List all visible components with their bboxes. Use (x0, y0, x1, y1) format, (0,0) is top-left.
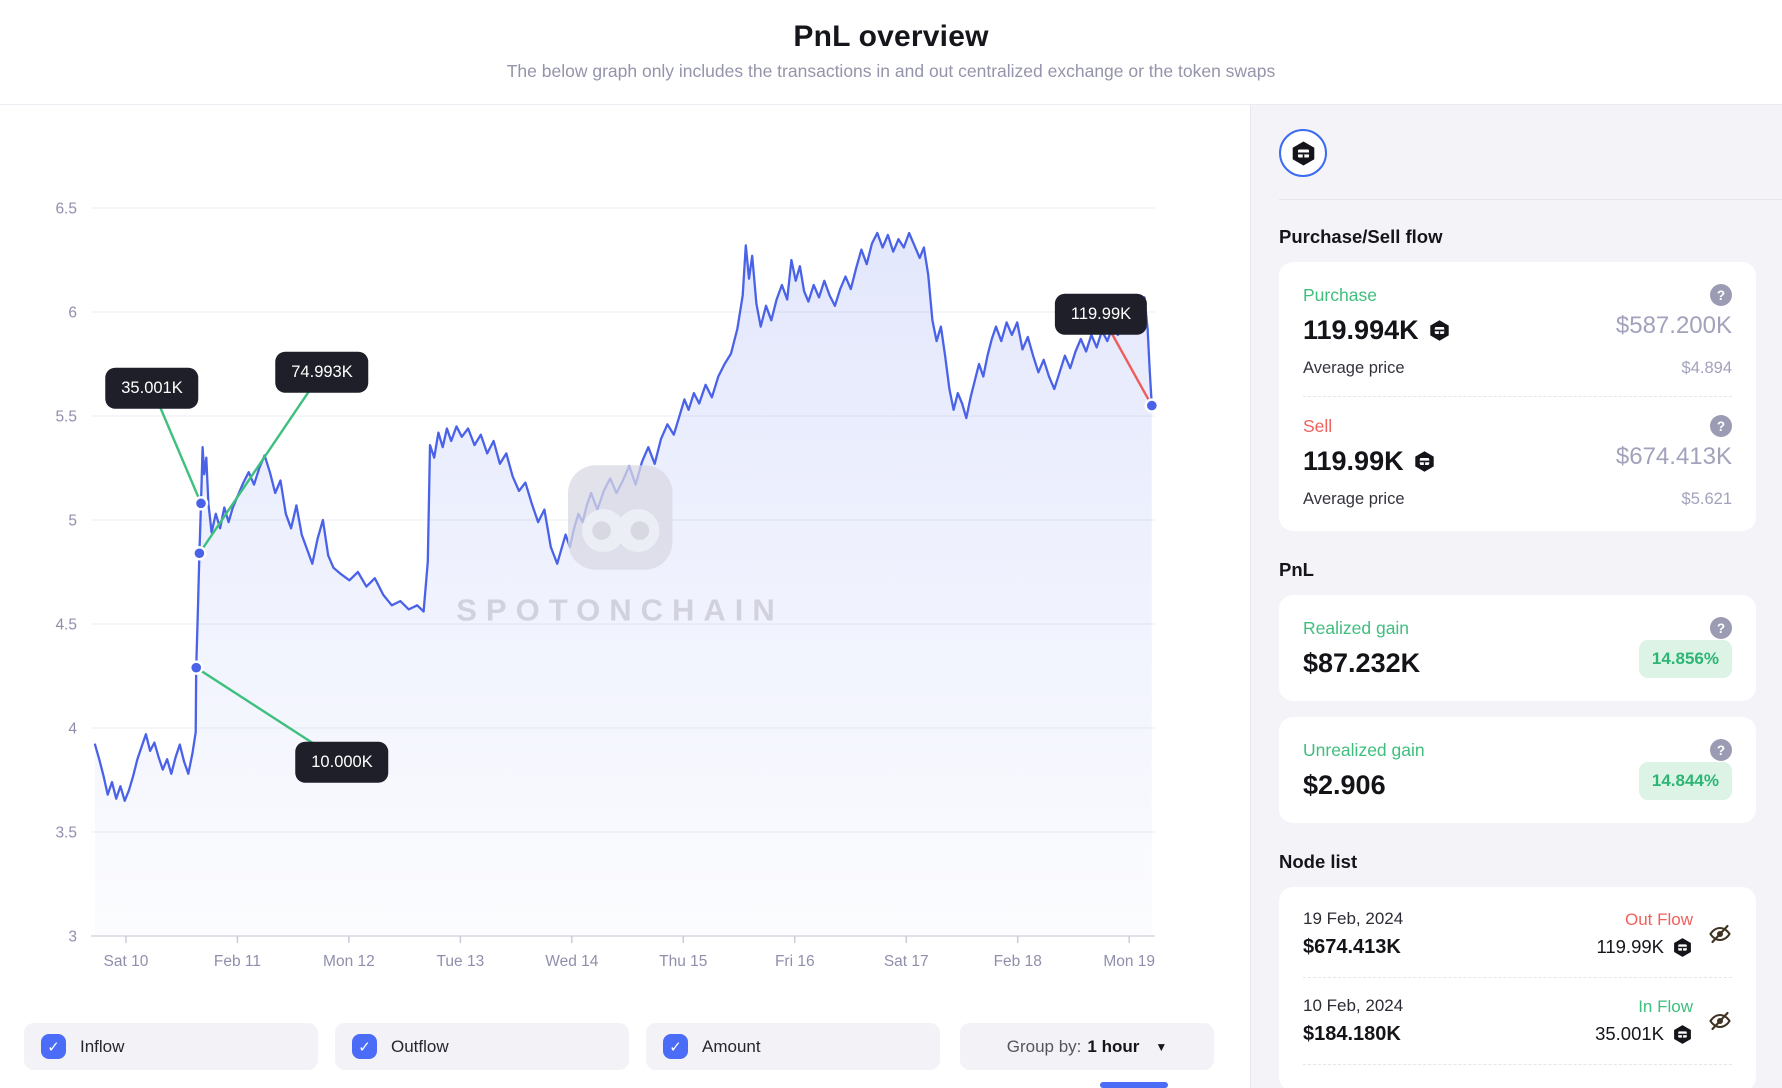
svg-text:4: 4 (68, 721, 77, 738)
purchase-sell-card: Purchase ? 119.994K $587.200K Average pr… (1279, 262, 1756, 531)
chart-panel: 6.5 6 5.5 5 4.5 4 3.5 3 Sat 10 Feb 11 Mon 12 Tue 13… (0, 105, 1250, 1088)
chevron-down-icon: ▼ (1155, 1039, 1168, 1054)
horizontal-scrollbar-thumb[interactable] (1100, 1082, 1168, 1088)
node-list-row[interactable]: 19 Feb, 2024 $674.413K Out Flow 119.99K (1303, 909, 1732, 959)
page-header: PnL overview The below graph only includ… (0, 0, 1782, 105)
help-icon[interactable]: ? (1710, 617, 1732, 639)
sell-label: Sell (1303, 415, 1333, 436)
token-hexagon-icon (1414, 451, 1434, 472)
purchase-avg-price-value: $4.894 (1681, 359, 1732, 377)
svg-text:Sat 17: Sat 17 (884, 953, 929, 970)
pnl-heading: PnL (1279, 559, 1314, 580)
help-icon[interactable]: ? (1710, 739, 1732, 761)
amount-label: Amount (702, 1036, 761, 1056)
svg-text:Sat 10: Sat 10 (104, 953, 149, 970)
sell-avg-price-value: $5.621 (1681, 490, 1732, 508)
page-subtitle: The below graph only includes the transa… (506, 61, 1276, 81)
purchase-amount: 119.994K (1303, 315, 1419, 345)
node-usd-value: $674.413K (1303, 936, 1401, 958)
inflow-label: Inflow (80, 1036, 125, 1056)
svg-text:Wed 14: Wed 14 (545, 953, 599, 970)
unrealized-gain-card: Unrealized gain ? $2.906 14.844% (1279, 717, 1756, 823)
token-hexagon-icon (1292, 140, 1314, 166)
inflow-checkbox-checked-icon[interactable]: ✓ (41, 1034, 66, 1059)
node-token-amount: 119.99K (1596, 936, 1664, 957)
sell-avg-price-label: Average price (1303, 490, 1405, 508)
pnl-line-chart[interactable]: 6.5 6 5.5 5 4.5 4 3.5 3 Sat 10 Feb 11 Mon 12 Tue 13… (0, 105, 1250, 1088)
node-direction: Out Flow (1624, 910, 1693, 929)
chart-tooltip-outflow-1: 119.99K (1054, 293, 1148, 335)
node-date: 19 Feb, 2024 (1303, 909, 1404, 928)
svg-text:5.5: 5.5 (55, 409, 77, 426)
node-list-heading: Node list (1279, 851, 1358, 872)
svg-text:Tue 13: Tue 13 (437, 953, 485, 970)
amount-checkbox-checked-icon[interactable]: ✓ (663, 1034, 688, 1059)
realized-gain-label: Realized gain (1303, 617, 1410, 638)
sidebar-divider (1279, 199, 1782, 200)
filter-outflow[interactable]: ✓ Outflow (335, 1023, 629, 1070)
node-usd-value: $184.180K (1303, 1023, 1401, 1045)
purchase-usd: $587.200K (1615, 312, 1732, 339)
token-avatar[interactable] (1279, 129, 1327, 177)
node-list-row[interactable]: 10 Feb, 2024 $184.180K In Flow 35.001K (1303, 996, 1732, 1046)
sell-amount: 119.99K (1303, 446, 1404, 476)
card-divider (1303, 396, 1732, 397)
purchase-label: Purchase (1303, 284, 1377, 305)
svg-text:Thu 15: Thu 15 (659, 953, 707, 970)
svg-text:3.5: 3.5 (55, 825, 77, 842)
group-by-dropdown[interactable]: Group by: 1 hour ▼ (960, 1023, 1214, 1070)
svg-text:Feb 18: Feb 18 (994, 953, 1042, 970)
eye-off-icon[interactable] (1708, 922, 1732, 946)
help-icon[interactable]: ? (1710, 415, 1732, 437)
page-title: PnL overview (793, 20, 989, 53)
token-hexagon-icon (1674, 937, 1691, 957)
realized-gain-card: Realized gain ? $87.232K 14.856% (1279, 595, 1756, 701)
svg-text:Fri 16: Fri 16 (775, 953, 815, 970)
svg-text:Mon 12: Mon 12 (323, 953, 375, 970)
chart-tooltip-inflow-3: 10.000K (295, 741, 389, 783)
eye-off-icon[interactable] (1708, 1009, 1732, 1033)
svg-text:4.5: 4.5 (55, 617, 77, 634)
realized-gain-percent-badge: 14.856% (1638, 640, 1732, 678)
chart-tooltip-inflow-2: 74.993K (275, 351, 369, 393)
node-token-amount: 35.001K (1595, 1023, 1664, 1044)
help-icon[interactable]: ? (1710, 284, 1732, 306)
chart-filters-bar: ✓ Inflow ✓ Outflow ✓ Amount Group by: 1 … (24, 1023, 1214, 1070)
outflow-checkbox-checked-icon[interactable]: ✓ (352, 1034, 377, 1059)
sidebar: Purchase/Sell flow Purchase ? 119.994K $… (1250, 105, 1782, 1088)
unrealized-gain-label: Unrealized gain (1303, 739, 1425, 760)
node-date: 10 Feb, 2024 (1303, 996, 1404, 1015)
svg-text:3: 3 (68, 929, 77, 946)
unrealized-gain-value: $2.906 (1303, 770, 1386, 800)
realized-gain-value: $87.232K (1303, 648, 1421, 678)
purchase-avg-price-label: Average price (1303, 359, 1405, 377)
filter-amount[interactable]: ✓ Amount (646, 1023, 940, 1070)
token-hexagon-icon (1429, 320, 1449, 341)
chart-tooltip-inflow-1: 35.001K (105, 367, 199, 409)
sell-usd: $674.413K (1615, 443, 1732, 470)
node-list-card: 19 Feb, 2024 $674.413K Out Flow 119.99K (1279, 887, 1756, 1088)
svg-text:Feb 11: Feb 11 (214, 953, 261, 970)
filter-inflow[interactable]: ✓ Inflow (24, 1023, 318, 1070)
svg-text:5: 5 (68, 513, 77, 530)
group-by-value: 1 hour (1087, 1036, 1140, 1056)
node-direction: In Flow (1638, 997, 1693, 1016)
group-by-label: Group by: (1006, 1036, 1082, 1056)
token-hexagon-icon (1674, 1024, 1691, 1044)
svg-text:6.5: 6.5 (55, 201, 77, 218)
card-divider (1303, 1064, 1732, 1065)
purchase-sell-heading: Purchase/Sell flow (1279, 226, 1443, 247)
unrealized-gain-percent-badge: 14.844% (1638, 762, 1732, 800)
card-divider (1303, 977, 1732, 978)
outflow-label: Outflow (391, 1036, 449, 1056)
svg-text:Mon 19: Mon 19 (1103, 953, 1155, 970)
svg-text:6: 6 (68, 305, 77, 322)
main-content: 6.5 6 5.5 5 4.5 4 3.5 3 Sat 10 Feb 11 Mon 12 Tue 13… (0, 105, 1782, 1088)
